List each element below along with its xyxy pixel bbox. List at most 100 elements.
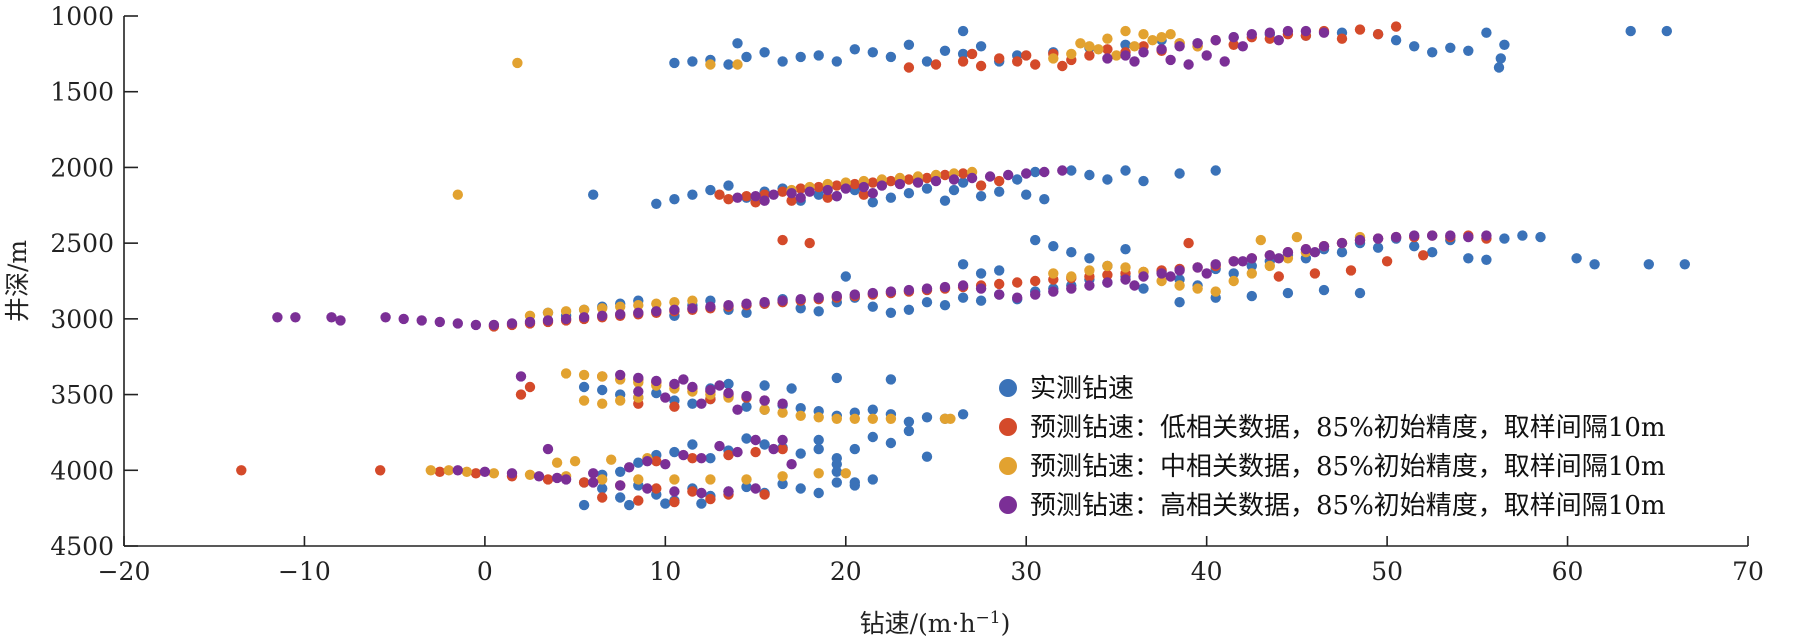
data-point-series-1	[1495, 53, 1507, 64]
legend-marker	[999, 457, 1017, 475]
x-axis-title: 钻速/(m·h−1)	[860, 608, 1011, 638]
data-point-series-4	[903, 284, 915, 296]
axes-layer	[123, 16, 1748, 547]
data-point-series-3	[1138, 29, 1149, 40]
data-point-series-2	[1372, 29, 1384, 40]
data-point-series-3	[867, 413, 878, 424]
data-point-series-1	[831, 372, 842, 384]
data-point-series-1	[813, 434, 824, 446]
data-point-series-4	[885, 286, 897, 297]
data-point-series-3	[795, 410, 806, 421]
data-point-series-1	[777, 56, 788, 67]
legend-marker	[999, 379, 1017, 397]
data-point-series-4	[1273, 253, 1285, 264]
data-point-series-4	[326, 312, 337, 323]
data-point-series-4	[1003, 169, 1014, 181]
data-point-series-2	[858, 189, 869, 200]
y-tick-label: 3500	[50, 381, 114, 410]
data-point-series-1	[615, 492, 626, 503]
data-point-series-4	[948, 174, 960, 185]
data-point-series-1	[867, 301, 878, 312]
data-point-series-4	[759, 195, 770, 206]
data-point-series-3	[813, 468, 824, 479]
data-point-series-2	[994, 175, 1005, 187]
x-tick-label: −10	[278, 557, 331, 586]
data-point-series-2	[1273, 271, 1285, 282]
data-point-series-4	[1300, 25, 1312, 37]
data-point-series-4	[515, 371, 527, 382]
data-point-series-3	[831, 413, 842, 424]
data-point-series-1	[741, 481, 752, 493]
data-point-series-1	[1409, 41, 1420, 52]
data-point-series-3	[651, 298, 662, 309]
data-point-series-4	[1120, 274, 1131, 285]
data-point-series-4	[533, 471, 545, 482]
data-point-series-4	[867, 188, 878, 199]
data-point-series-1	[849, 443, 860, 455]
data-point-series-4	[1174, 265, 1185, 276]
data-point-series-2	[1102, 44, 1113, 55]
data-point-series-1	[1493, 62, 1505, 73]
data-point-series-4	[542, 315, 554, 326]
data-point-series-1	[1120, 165, 1131, 176]
data-point-series-1	[696, 498, 707, 509]
data-point-series-4	[1372, 233, 1384, 244]
data-point-series-2	[651, 456, 662, 467]
data-point-series-1	[1102, 174, 1113, 185]
data-point-series-3	[1228, 275, 1239, 287]
data-point-series-1	[849, 477, 860, 488]
data-point-series-1	[1481, 27, 1492, 38]
data-point-series-4	[696, 398, 707, 409]
data-point-series-3	[597, 398, 608, 409]
data-point-series-4	[831, 290, 842, 302]
data-point-series-4	[777, 434, 788, 446]
data-point-series-4	[678, 449, 689, 461]
data-point-series-1	[1228, 268, 1239, 279]
data-point-series-3	[840, 468, 851, 479]
legend-label: 预测钻速：高相关数据，85%初始精度，取样间隔10m	[1030, 491, 1666, 521]
data-point-series-1	[975, 268, 987, 279]
data-point-series-4	[1264, 250, 1276, 261]
data-point-series-1	[813, 487, 824, 499]
data-point-series-4	[1219, 56, 1230, 67]
data-point-series-1	[813, 443, 824, 455]
data-point-series-1	[1030, 166, 1041, 178]
x-tick-label: 30	[1010, 557, 1042, 586]
data-point-series-3	[1102, 260, 1113, 272]
data-point-series-2	[578, 477, 590, 488]
data-point-series-1	[831, 56, 842, 67]
data-point-series-1	[867, 47, 878, 58]
data-point-series-1	[867, 474, 878, 485]
data-point-series-2	[831, 180, 842, 191]
data-point-series-4	[714, 440, 725, 452]
data-point-series-4	[1039, 166, 1050, 178]
data-point-series-1	[1336, 247, 1348, 258]
data-point-series-1	[903, 425, 915, 437]
data-point-series-4	[1156, 44, 1167, 55]
data-point-series-3	[461, 466, 472, 477]
data-point-series-2	[813, 181, 824, 193]
data-point-series-4	[723, 486, 734, 497]
data-point-series-1	[1084, 253, 1095, 264]
data-point-series-3	[1147, 35, 1158, 46]
data-point-series-4	[894, 178, 906, 190]
data-point-series-4	[768, 189, 779, 200]
x-tick-label: −20	[98, 557, 151, 586]
data-point-series-4	[290, 312, 301, 323]
data-point-series-3	[759, 404, 770, 415]
data-point-series-2	[723, 449, 734, 461]
data-point-series-1	[840, 271, 851, 282]
data-point-series-4	[1210, 259, 1221, 270]
data-point-series-2	[1381, 256, 1393, 267]
data-point-series-1	[813, 306, 824, 317]
data-point-series-1	[597, 384, 608, 396]
data-point-series-4	[1201, 50, 1212, 61]
data-point-series-2	[903, 62, 915, 73]
data-point-series-3	[1156, 32, 1167, 43]
data-point-series-2	[1012, 277, 1023, 288]
data-point-series-3	[1102, 33, 1113, 44]
data-point-series-4	[1264, 27, 1276, 38]
data-point-series-4	[669, 378, 680, 390]
data-point-series-4	[1020, 168, 1032, 179]
